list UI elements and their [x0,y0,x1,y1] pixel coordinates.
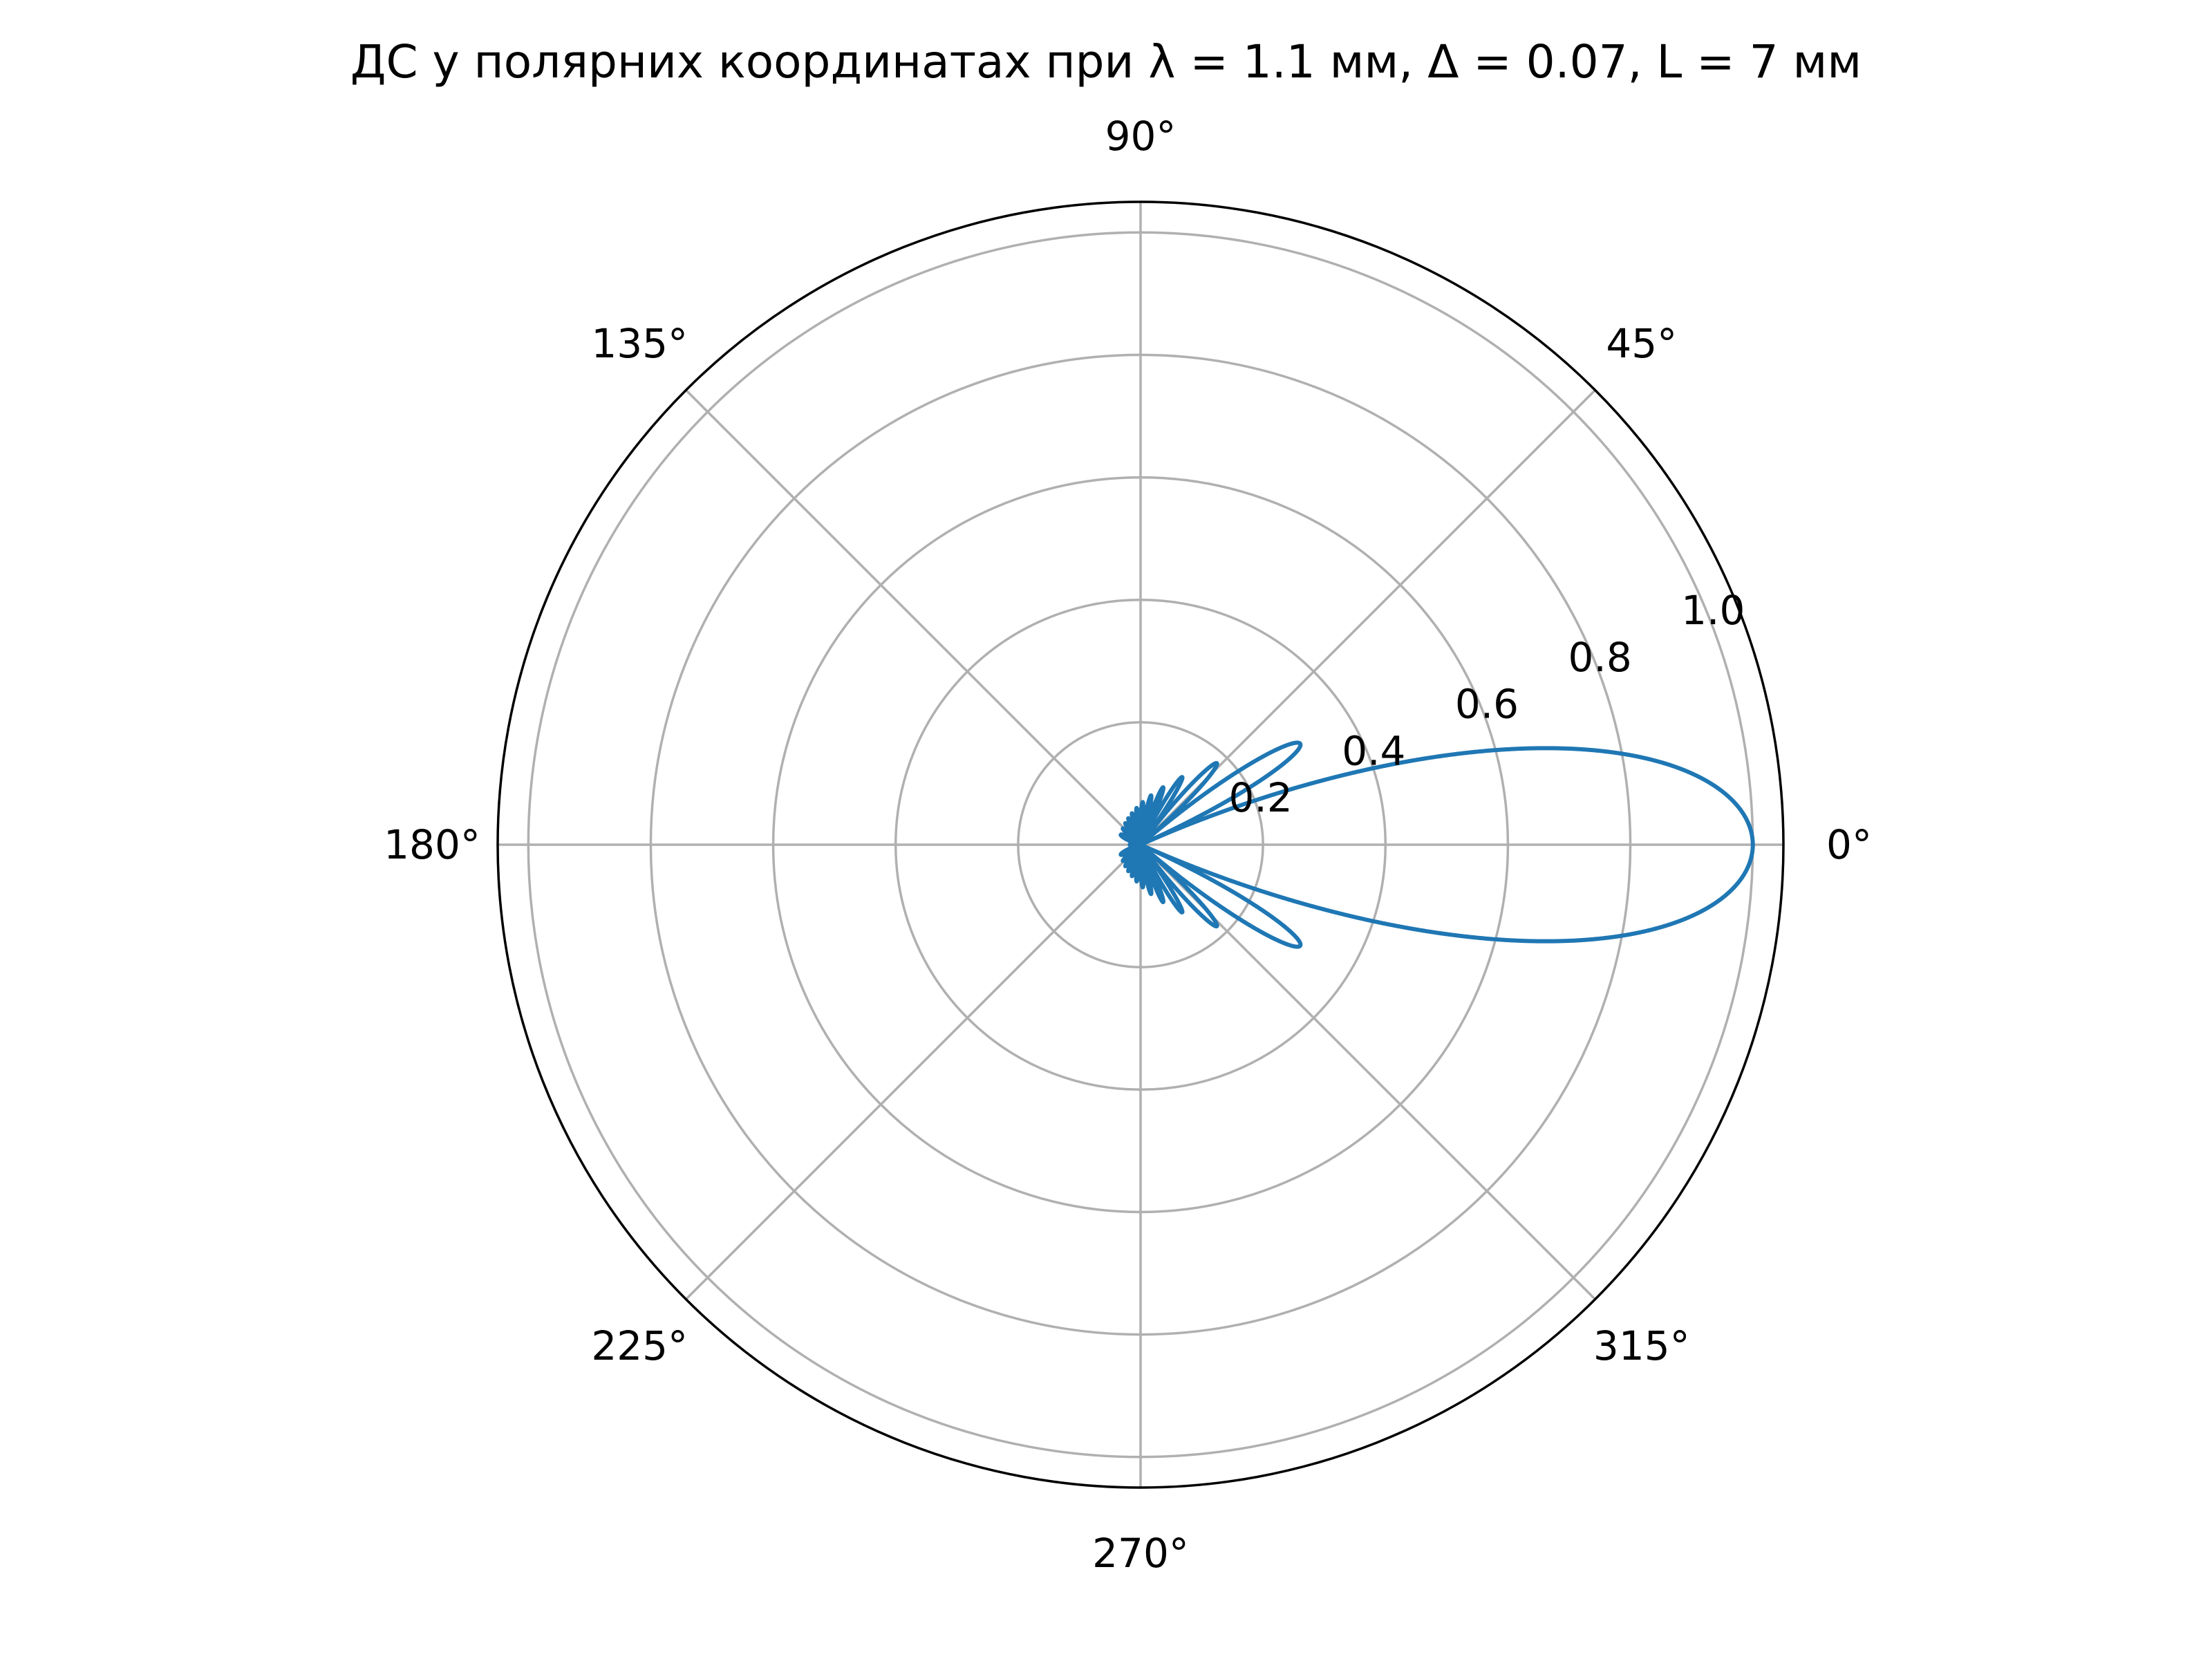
series-line [1118,740,1755,949]
angle-tick-label: 180° [384,821,480,868]
angle-tick-label: 45° [1606,320,1677,367]
angle-tick-label: 225° [591,1322,688,1369]
radial-tick-label: 0.6 [1455,681,1519,728]
angle-tick-label: 270° [1092,1530,1189,1577]
chart-title: ДС у полярних координатах при λ = 1.1 мм… [350,35,1862,88]
angle-tick-label: 0° [1826,821,1872,868]
angle-tick-label: 135° [591,320,688,367]
angle-tick-labels: 0° 45° 90° 135° 180° 225° 270° 315° [384,113,1872,1577]
radial-tick-labels: 0.2 0.4 0.6 0.8 1.0 [1229,587,1745,821]
angular-grid-line [685,843,1142,1300]
radial-tick-label: 0.4 [1342,727,1405,774]
polar-frame [496,200,1785,1489]
radial-tick-label: 0.2 [1229,774,1293,821]
angular-grid-line [685,389,1142,846]
radial-tick-label: 1.0 [1681,587,1745,634]
angle-tick-label: 315° [1593,1322,1690,1369]
angle-tick-label: 90° [1105,113,1177,160]
radial-tick-label: 0.8 [1568,634,1632,681]
series-layer [1118,740,1755,949]
